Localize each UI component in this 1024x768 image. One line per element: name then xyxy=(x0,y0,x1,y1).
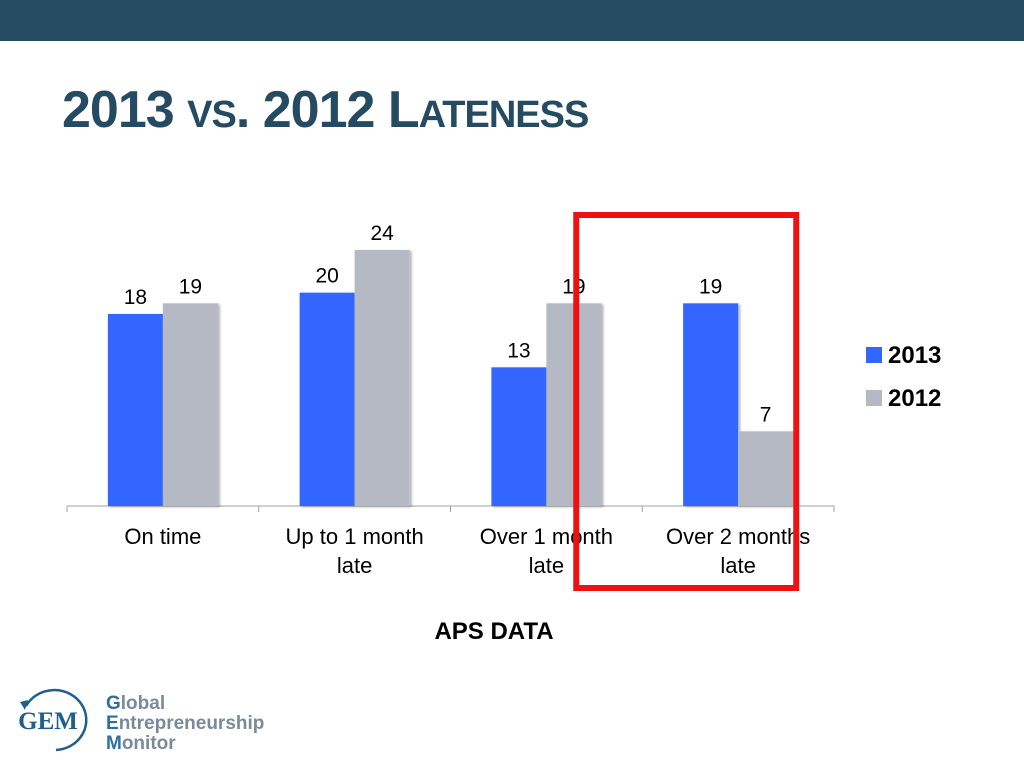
logo-word: ntrepreneurship xyxy=(118,713,265,734)
bar-2012 xyxy=(162,303,218,506)
bar-2012 xyxy=(738,431,794,506)
bar-2013 xyxy=(683,303,739,506)
title-part: VS xyxy=(187,94,237,136)
data-label: 13 xyxy=(507,339,530,362)
logo-word: lobal xyxy=(120,693,166,714)
data-label: 24 xyxy=(370,222,394,245)
emblem-arrow xyxy=(20,700,28,710)
lateness-bar-chart: 18 19 On time 20 24 Up to 1 month late 13 19 Over… xyxy=(66,212,941,591)
data-label: 20 xyxy=(315,265,338,288)
data-label: 19 xyxy=(699,275,722,298)
category-label: Over 2 months xyxy=(666,524,810,549)
category-label: late xyxy=(529,553,564,578)
logo-initial: E xyxy=(106,713,119,734)
emblem-swoosh xyxy=(24,688,88,752)
title-part: . 2012 L xyxy=(235,81,420,139)
category-label: late xyxy=(720,553,755,578)
category-label: Over 1 month xyxy=(480,524,613,549)
category-label: On time xyxy=(124,524,201,549)
bar-2013 xyxy=(299,292,355,506)
slide-title: 2013 VS. 2012 LATENESS xyxy=(62,80,590,140)
gem-emblem-icon: GEM xyxy=(18,688,88,752)
legend-label: 2012 xyxy=(888,385,941,412)
legend-swatch xyxy=(866,347,882,363)
legend-label: 2013 xyxy=(888,342,941,369)
title-part: 2013 xyxy=(62,81,188,139)
data-label: 19 xyxy=(179,275,202,298)
logo-word: onitor xyxy=(121,733,176,754)
chart-caption: APS DATA xyxy=(434,618,554,645)
title-part: ATENESS xyxy=(418,94,590,136)
category-label: Up to 1 month xyxy=(286,524,424,549)
logo-line: Entrepreneurship xyxy=(106,714,264,734)
bar-2012 xyxy=(354,250,410,506)
logo-line: Monitor xyxy=(106,734,264,754)
legend-swatch xyxy=(866,390,882,406)
logo-wordmark: Global Entrepreneurship Monitor xyxy=(106,694,264,754)
data-label: 7 xyxy=(760,403,772,426)
gem-logo: GEM Global Entrepreneurship Monitor xyxy=(12,686,282,756)
logo-initial: G xyxy=(106,693,121,714)
bar-2013 xyxy=(491,367,547,506)
highlight-box xyxy=(573,212,800,591)
emblem-text: GEM xyxy=(18,708,78,735)
header-band xyxy=(0,0,1024,41)
logo-initial: M xyxy=(106,733,122,754)
logo-line: Global xyxy=(106,694,264,714)
category-label: late xyxy=(337,553,372,578)
data-label: 18 xyxy=(124,286,147,309)
bar-2013 xyxy=(107,314,163,506)
